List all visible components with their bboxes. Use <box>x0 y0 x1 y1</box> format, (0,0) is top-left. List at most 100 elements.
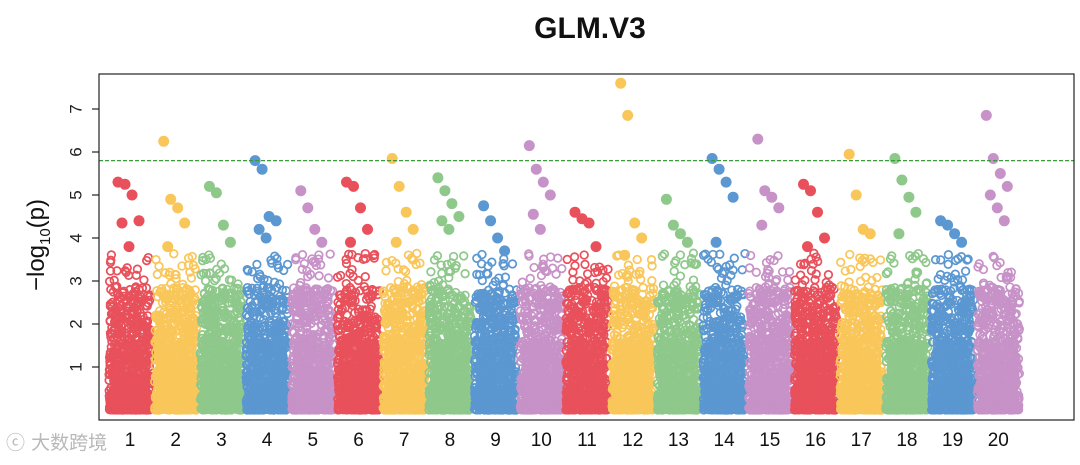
peak-point <box>727 191 739 203</box>
chromosome-points-11 <box>561 250 613 415</box>
chromosome-points-4 <box>241 251 293 415</box>
x-tick-label: 10 <box>531 430 552 451</box>
chromosome-points-9 <box>469 249 522 415</box>
x-tick-label: 11 <box>577 430 597 451</box>
peak-point <box>116 217 128 229</box>
chromosome-points-12 <box>607 250 659 415</box>
chromosome-points-14 <box>698 248 750 415</box>
x-tick-label: 18 <box>896 430 917 451</box>
y-axis: 1 2 3 4 5 6 7 <box>67 104 99 372</box>
peak-point <box>295 185 307 197</box>
y-tick-label: 7 <box>67 104 86 113</box>
peak-point <box>903 191 915 203</box>
peak-point <box>478 200 490 212</box>
peak-point <box>864 228 876 240</box>
y-tick-label: 1 <box>67 362 86 371</box>
peak-point <box>224 236 236 248</box>
y-tick-label: 2 <box>67 319 86 328</box>
y-axis-title: −log10(p) <box>23 199 54 291</box>
peak-point <box>217 219 229 231</box>
peak-point <box>355 202 366 214</box>
peak-point <box>390 236 402 248</box>
chromosome-points-6 <box>332 248 385 415</box>
peak-point <box>1001 180 1013 192</box>
x-tick-label: 3 <box>216 430 227 451</box>
peak-point <box>309 223 321 235</box>
peak-point <box>362 223 373 235</box>
peak-point <box>569 206 581 218</box>
chromosome-points-18 <box>881 248 933 415</box>
peak-point <box>537 176 549 188</box>
peak-point <box>345 236 356 248</box>
peak-point <box>615 77 627 89</box>
x-tick-label: 7 <box>399 430 410 451</box>
peak-point <box>260 232 272 244</box>
peak-point <box>492 232 504 244</box>
chromosome-points-7 <box>378 248 430 415</box>
peak-point <box>446 198 458 210</box>
peak-point <box>802 241 813 253</box>
peak-point <box>203 180 215 192</box>
peak-point <box>773 202 785 214</box>
x-tick-label: 19 <box>942 430 963 451</box>
peak-point <box>636 232 648 244</box>
data-points <box>104 248 1024 415</box>
peak-point <box>530 163 542 175</box>
peak-point <box>850 189 862 201</box>
chromosome-points-15 <box>744 250 796 415</box>
peak-point <box>583 217 595 229</box>
peak-point <box>544 189 556 201</box>
peak-point <box>172 202 184 214</box>
x-tick-label: 12 <box>622 430 643 451</box>
peak-point <box>942 219 954 231</box>
peak-point <box>165 193 177 205</box>
x-tick-label: 13 <box>668 430 689 451</box>
y-tick-label: 4 <box>67 233 86 242</box>
chart-title: GLM.V3 <box>534 12 646 45</box>
peak-point <box>667 219 679 231</box>
peak-point <box>485 215 497 227</box>
peak-point <box>179 217 191 229</box>
peak-point <box>713 163 725 175</box>
peak-point <box>126 189 138 201</box>
peak-point <box>756 219 768 231</box>
peak-point <box>499 245 511 257</box>
x-tick-label: 2 <box>170 430 181 451</box>
chromosome-points-5 <box>287 249 339 415</box>
watermark-text: 大数跨境 <box>31 432 108 454</box>
chromosome-points-2 <box>150 249 202 415</box>
peak-point <box>629 217 641 229</box>
peak-point <box>759 185 771 197</box>
peak-point <box>348 180 359 192</box>
x-tick-label: 16 <box>805 430 826 451</box>
chromosome-points-10 <box>515 249 567 415</box>
peak-points <box>112 77 1013 261</box>
watermark: ⓒ 大数跨境 <box>6 428 107 455</box>
peak-point <box>436 215 448 227</box>
peak-point <box>994 168 1006 179</box>
peak-point <box>393 180 405 192</box>
peak-point <box>949 228 961 240</box>
peak-point <box>720 176 732 188</box>
y-tick-label: 6 <box>67 147 86 156</box>
x-tick-label: 1 <box>125 430 136 451</box>
peak-point <box>270 215 282 227</box>
x-tick-label: 9 <box>490 430 501 451</box>
peak-point <box>400 206 412 218</box>
peak-point <box>752 133 764 145</box>
x-tick-label: 5 <box>308 430 319 451</box>
peak-point <box>453 211 465 222</box>
peak-point <box>843 148 855 160</box>
peak-point <box>162 241 174 253</box>
peak-point <box>991 202 1003 214</box>
peak-point <box>158 135 170 147</box>
peak-point <box>302 202 314 214</box>
peak-point <box>812 206 823 218</box>
x-tick-label: 14 <box>714 430 736 451</box>
watermark-logo-icon: ⓒ <box>6 432 26 454</box>
plot-frame <box>98 73 1075 421</box>
x-axis: 1 2 3 4 5 6 7 8 9 10 11 12 13 14 15 16 17 18 19 20 <box>125 430 1009 451</box>
peak-point <box>706 153 718 164</box>
peak-point <box>805 185 816 197</box>
